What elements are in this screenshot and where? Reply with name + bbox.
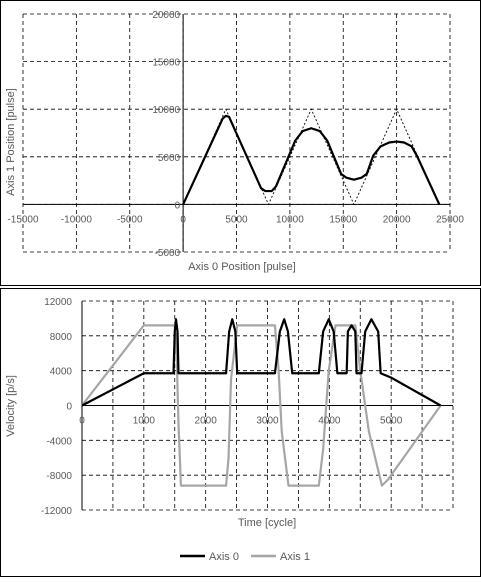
top-chart-axes (23, 14, 450, 252)
bottom-y-tick-label: 0 (66, 402, 72, 413)
bottom-y-tick-label: 4000 (50, 367, 73, 378)
top-y-tick-label: 5000 (158, 153, 181, 164)
bottom-y-tick-label: -12000 (41, 506, 73, 517)
bottom-x-tick-label: 0 (79, 416, 85, 427)
bottom-x-tick-label: 3000 (256, 416, 279, 427)
top-x-tick-label: 0 (180, 214, 186, 225)
top-x-tick-label: -10000 (61, 214, 93, 225)
top-y-tick-label: 20000 (152, 10, 180, 21)
bottom-y-tick-label: 12000 (44, 297, 72, 308)
bottom-chart-series (81, 318, 442, 487)
top-x-tick-label: 10000 (276, 214, 304, 225)
legend-label-axis-1: Axis 1 (280, 551, 310, 563)
bottom-series-axis-0-path (81, 318, 442, 407)
bottom-chart-x-axis-label: Time [cycle] (238, 517, 296, 529)
bottom-x-tick-label: 1000 (133, 416, 156, 427)
top-chart-x-axis-label: Axis 0 Position [pulse] (188, 261, 296, 273)
top-x-tick-label: 20000 (383, 214, 411, 225)
top-x-tick-label: 5000 (225, 214, 248, 225)
top-x-tick-label: 25000 (436, 214, 464, 225)
bottom-y-tick-label: 8000 (50, 332, 73, 343)
bottom-x-tick-label: 4000 (318, 416, 341, 427)
top-x-tick-label: 15000 (329, 214, 357, 225)
bottom-chart-y-axis-label: Velocity [p/s] (5, 375, 17, 437)
bottom-y-tick-label: -4000 (46, 436, 72, 447)
top-y-tick-label: 15000 (152, 58, 180, 69)
top-chart-y-axis-label: Axis 1 Position [pulse] (5, 88, 17, 196)
bottom-x-tick-label: 5000 (380, 416, 403, 427)
top-chart-series (182, 108, 441, 205)
top-x-tick-label: -15000 (7, 214, 39, 225)
top-y-tick-label: 0 (175, 200, 181, 211)
bottom-chart-y-tick-labels: -12000 -8000 -4000 0 4000 8000 12000 (41, 297, 73, 517)
bottom-x-tick-label: 2000 (195, 416, 218, 427)
top-chart-x-tick-labels: -15000 -10000 -5000 0 5000 10000 15000 20000 250… (7, 214, 464, 225)
top-y-tick-label: -5000 (155, 248, 181, 259)
bottom-y-tick-label: -8000 (46, 471, 72, 482)
top-x-tick-label: -5000 (117, 214, 143, 225)
bottom-chart-panel (0, 288, 481, 577)
top-y-tick-label: 10000 (152, 105, 180, 116)
bottom-series-axis-1-path (81, 324, 442, 487)
legend: Axis 0 Axis 1 (180, 551, 310, 563)
top-chart-y-tick-labels: -5000 0 5000 10000 15000 20000 (152, 10, 180, 259)
legend-label-axis-0: Axis 0 (209, 551, 239, 563)
top-series-command-path (182, 108, 440, 205)
bottom-chart-x-tick-labels: 0 1000 2000 3000 4000 5000 (79, 416, 403, 427)
